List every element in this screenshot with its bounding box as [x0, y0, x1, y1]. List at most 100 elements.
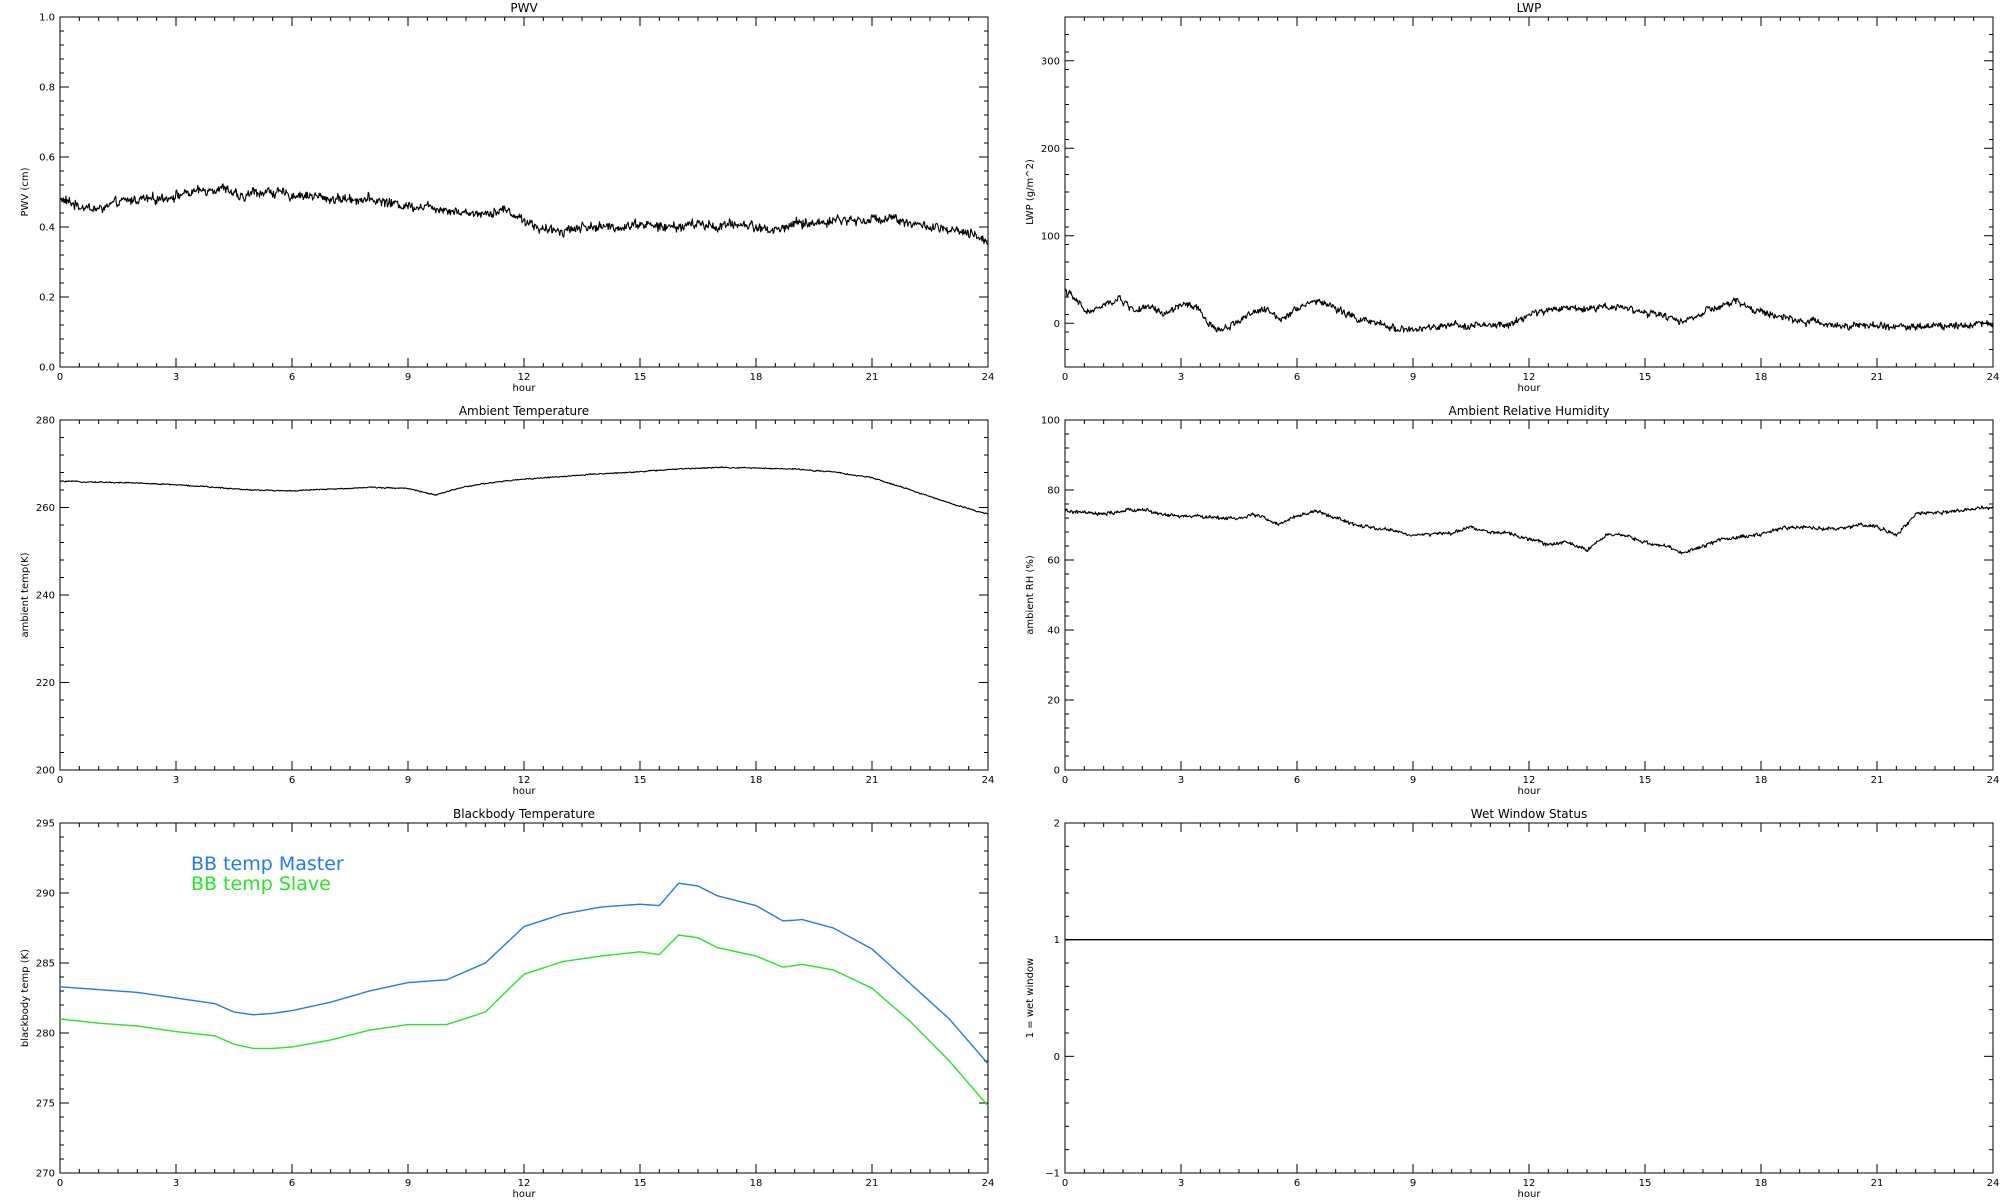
y-tick-label: 285 — [36, 959, 55, 970]
x-tick-label: 6 — [289, 1178, 295, 1189]
x-tick-label: 18 — [750, 1178, 763, 1189]
x-tick-label: 12 — [518, 1178, 531, 1189]
x-tick-label: 9 — [1410, 1178, 1416, 1189]
x-axis-label: hour — [1518, 383, 1542, 394]
x-tick-label: 12 — [518, 372, 531, 383]
y-tick-label: 80 — [1047, 486, 1060, 497]
x-tick-label: 12 — [1523, 1178, 1536, 1189]
x-tick-label: 24 — [1987, 372, 2000, 383]
x-tick-label: 15 — [634, 775, 647, 786]
x-tick-label: 15 — [1639, 775, 1652, 786]
plot-frame — [1064, 419, 1994, 771]
x-axis-label: hour — [513, 383, 537, 394]
plot-frame — [59, 419, 989, 771]
y-tick-label: −1 — [1045, 1169, 1060, 1180]
x-tick-label: 21 — [1871, 372, 1884, 383]
y-tick-label: 0.2 — [39, 293, 55, 304]
y-axis-label: LWP (g/m^2) — [1025, 159, 1036, 225]
x-tick-label: 9 — [405, 775, 411, 786]
x-tick-label: 6 — [1294, 775, 1300, 786]
series-line-bb-temp-slave — [59, 934, 989, 1107]
x-tick-label: 18 — [1755, 1178, 1768, 1189]
y-tick-label: 280 — [36, 1029, 55, 1040]
series-line-temp — [59, 466, 989, 515]
panel-title: Ambient Temperature — [459, 404, 589, 418]
series-line-bb-temp-master — [59, 882, 989, 1065]
x-axis-label: hour — [1518, 786, 1542, 797]
panel-temp: Ambient Temperature 0 3 6 9 12 15 18 21 24 hour 200… — [20, 404, 994, 797]
panel-title: Blackbody Temperature — [453, 807, 595, 821]
x-tick-label: 18 — [750, 372, 763, 383]
x-tick-label: 21 — [866, 775, 879, 786]
x-tick-label: 24 — [1987, 775, 2000, 786]
x-axis-label: hour — [1518, 1189, 1542, 1200]
x-tick-label: 21 — [866, 1178, 879, 1189]
y-tick-label: 300 — [1041, 56, 1060, 67]
y-tick-label: 275 — [36, 1099, 55, 1110]
x-tick-label: 6 — [289, 775, 295, 786]
y-tick-label: 220 — [36, 678, 55, 689]
y-tick-label: 20 — [1047, 696, 1060, 707]
x-tick-label: 3 — [173, 372, 179, 383]
y-tick-label: 240 — [36, 591, 55, 602]
y-tick-label: 260 — [36, 503, 55, 514]
y-tick-label: 100 — [1041, 416, 1060, 427]
panel-pwv: PWV 0 3 6 9 12 15 18 21 24 hour 0.0 0.2 0.4 0.6 0.8 1.0 P… — [20, 1, 994, 394]
plot-frame — [1064, 822, 1994, 1174]
x-tick-label: 12 — [1523, 372, 1536, 383]
x-tick-label: 0 — [57, 1178, 63, 1189]
panel-title: Ambient Relative Humidity — [1449, 404, 1610, 418]
y-tick-label: 0.0 — [39, 363, 55, 374]
x-tick-label: 0 — [1062, 775, 1068, 786]
x-tick-label: 15 — [1639, 372, 1652, 383]
x-tick-label: 0 — [57, 775, 63, 786]
x-tick-label: 9 — [1410, 775, 1416, 786]
series-line-lwp — [1064, 288, 1994, 333]
y-tick-label: 270 — [36, 1169, 55, 1180]
x-tick-label: 18 — [750, 775, 763, 786]
x-tick-label: 21 — [1871, 1178, 1884, 1189]
x-tick-label: 3 — [173, 1178, 179, 1189]
panel-title: Wet Window Status — [1471, 807, 1587, 821]
y-axis-label: ambient temp(K) — [20, 552, 31, 637]
x-tick-label: 24 — [982, 372, 995, 383]
y-axis-label: blackbody temp (K) — [20, 949, 31, 1047]
x-tick-label: 3 — [1178, 372, 1184, 383]
x-tick-label: 18 — [1755, 775, 1768, 786]
y-tick-label: 290 — [36, 889, 55, 900]
x-tick-label: 21 — [866, 372, 879, 383]
panel-rh: Ambient Relative Humidity 0 3 6 9 12 15 18 21 24 h… — [1025, 404, 1999, 797]
y-tick-label: 100 — [1041, 231, 1060, 242]
x-tick-label: 3 — [173, 775, 179, 786]
x-tick-label: 24 — [1987, 1178, 2000, 1189]
x-tick-label: 0 — [57, 372, 63, 383]
x-tick-label: 0 — [1062, 1178, 1068, 1189]
y-tick-label: 2 — [1054, 819, 1060, 830]
series-line-rh — [1064, 505, 1994, 555]
y-tick-label: 0 — [1054, 319, 1060, 330]
series-line-pwv — [59, 183, 989, 245]
y-tick-label: 40 — [1047, 626, 1060, 637]
x-tick-label: 18 — [1755, 372, 1768, 383]
x-tick-label: 3 — [1178, 1178, 1184, 1189]
y-tick-label: 200 — [36, 766, 55, 777]
y-tick-label: 1.0 — [39, 13, 55, 24]
x-tick-label: 6 — [1294, 372, 1300, 383]
y-tick-label: 0 — [1054, 1052, 1060, 1063]
y-tick-label: 0.8 — [39, 83, 55, 94]
x-tick-label: 21 — [1871, 775, 1884, 786]
x-tick-label: 12 — [518, 775, 531, 786]
x-tick-label: 9 — [405, 1178, 411, 1189]
y-tick-label: 0.6 — [39, 153, 55, 164]
x-tick-label: 12 — [1523, 775, 1536, 786]
y-tick-label: 60 — [1047, 556, 1060, 567]
y-axis-label: 1 = wet window — [1025, 958, 1036, 1038]
y-axis-label: PWV (cm) — [20, 167, 31, 216]
x-tick-label: 24 — [982, 775, 995, 786]
legend-entry: BB temp Slave — [191, 873, 331, 895]
x-tick-label: 15 — [634, 1178, 647, 1189]
y-tick-label: 1 — [1054, 935, 1060, 946]
x-tick-label: 3 — [1178, 775, 1184, 786]
